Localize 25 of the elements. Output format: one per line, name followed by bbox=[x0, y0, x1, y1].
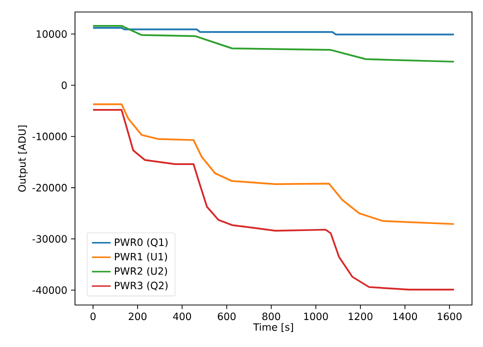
line-series bbox=[92, 24, 455, 63]
x-tick-label: 800 bbox=[262, 312, 280, 320]
line-series bbox=[92, 27, 455, 36]
x-axis-title: Time [s] bbox=[253, 323, 293, 332]
y-tick-label: -20000 bbox=[32, 184, 67, 192]
legend-label: PWR1 (U1) bbox=[114, 252, 167, 262]
x-tick-label: 400 bbox=[173, 312, 192, 320]
y-tick-label: -30000 bbox=[32, 235, 67, 243]
y-tick-label: -40000 bbox=[32, 286, 67, 294]
legend-label: PWR2 (U2) bbox=[114, 267, 167, 276]
y-axis-title: Output [ADU] bbox=[18, 126, 28, 192]
x-tick-label: 200 bbox=[128, 312, 146, 320]
y-tick-label: -10000 bbox=[32, 132, 67, 140]
legend-label: PWR0 (Q1) bbox=[114, 238, 168, 248]
x-tick-label: 600 bbox=[218, 312, 236, 320]
x-tick-label: 1200 bbox=[348, 312, 372, 320]
line-series bbox=[92, 103, 455, 225]
y-tick-label: 10000 bbox=[36, 30, 67, 38]
x-tick-label: 1400 bbox=[393, 312, 417, 320]
x-tick-label: 1600 bbox=[438, 312, 462, 320]
legend-label: PWR3 (Q2) bbox=[114, 282, 168, 290]
line-series bbox=[92, 108, 455, 290]
x-tick-label: 0 bbox=[90, 312, 96, 320]
x-tick-label: 1000 bbox=[304, 312, 328, 320]
y-tick-label: 0 bbox=[62, 81, 67, 90]
